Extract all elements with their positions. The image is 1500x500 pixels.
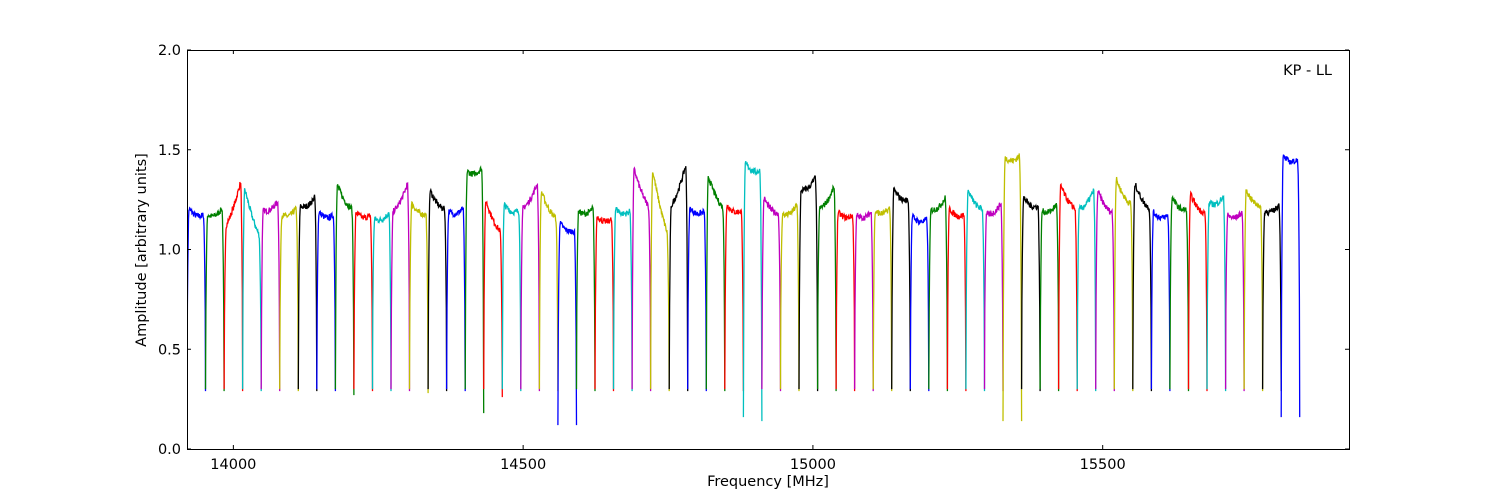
series-line-57: [1243, 189, 1264, 392]
x-axis-label: Frequency [MHz]: [707, 474, 829, 490]
series-line-45: [1020, 195, 1041, 392]
series-line-23: [612, 206, 633, 392]
series-line-20: [557, 220, 578, 426]
series-line-18: [520, 182, 541, 392]
series-line-59: [1280, 154, 1301, 418]
series-line-43: [983, 202, 1004, 392]
series-line-15: [464, 165, 485, 414]
series-line-51: [1132, 182, 1153, 392]
series-line-28: [705, 176, 726, 392]
chart-annotation: KP - LL: [1283, 63, 1332, 79]
series-line-1: [204, 207, 225, 392]
series-line-6: [297, 194, 318, 392]
series-line-41: [946, 204, 967, 392]
y-tick-label: 2.0: [158, 43, 181, 59]
y-axis-label: Amplitude [arbitrary units]: [134, 153, 150, 347]
series-line-14: [445, 206, 466, 392]
series-line-30: [742, 161, 763, 422]
series-line-32: [779, 202, 800, 392]
series-line-17: [501, 201, 522, 392]
series-line-44: [1002, 153, 1023, 422]
series-line-56: [1224, 209, 1245, 392]
y-tick-label: 1.5: [158, 143, 181, 159]
series-line-3: [241, 188, 262, 392]
series-line-40: [928, 195, 949, 392]
series-line-21: [575, 203, 596, 392]
series-line-29: [724, 204, 745, 392]
series-line-58: [1261, 203, 1282, 392]
series-line-47: [1057, 182, 1078, 392]
series-line-46: [1039, 203, 1060, 392]
series-line-35: [835, 209, 856, 392]
x-tick-label: 15500: [1080, 457, 1126, 473]
series-line-2: [223, 181, 244, 392]
series-line-0: [187, 206, 207, 392]
y-tick-label: 0.5: [158, 342, 181, 358]
series-line-27: [687, 206, 707, 392]
series-line-50: [1113, 176, 1134, 392]
series-line-7: [316, 209, 337, 392]
series-line-36: [853, 210, 874, 392]
y-tick-label: 1.0: [158, 243, 181, 259]
series-line-26: [668, 166, 689, 392]
series-line-9: [353, 210, 374, 392]
x-tick-label: 15000: [790, 457, 836, 473]
series-line-48: [1076, 188, 1097, 392]
series-layer: [187, 153, 1301, 426]
series-line-25: [649, 172, 670, 392]
series-line-10: [371, 212, 392, 392]
series-line-37: [872, 206, 893, 392]
series-line-53: [1169, 194, 1190, 392]
series-line-4: [260, 200, 281, 392]
series-line-31: [761, 196, 782, 392]
series-line-39: [909, 212, 930, 392]
series-line-13: [427, 187, 448, 392]
plot-frame: [187, 50, 1350, 450]
series-line-19: [538, 191, 559, 392]
series-line-11: [390, 181, 411, 392]
series-line-52: [1150, 209, 1171, 392]
series-line-33: [798, 174, 819, 392]
series-line-38: [891, 186, 911, 392]
series-line-12: [408, 200, 429, 394]
x-tick-label: 14000: [210, 457, 256, 473]
series-line-42: [965, 189, 986, 392]
series-line-22: [594, 216, 615, 392]
series-line-54: [1187, 190, 1208, 392]
series-line-34: [816, 184, 837, 392]
series-line-55: [1206, 194, 1227, 392]
y-tick-label: 0.0: [158, 442, 181, 458]
series-line-16: [483, 200, 503, 398]
series-line-24: [631, 166, 652, 392]
x-tick-label: 14500: [500, 457, 546, 473]
series-line-5: [279, 205, 299, 392]
axis-ticks: 14000 14500 15000 15500 0.0 0.5 1.0 1.5 2.0: [158, 43, 1349, 473]
series-line-49: [1095, 190, 1115, 392]
series-line-8: [334, 184, 355, 396]
